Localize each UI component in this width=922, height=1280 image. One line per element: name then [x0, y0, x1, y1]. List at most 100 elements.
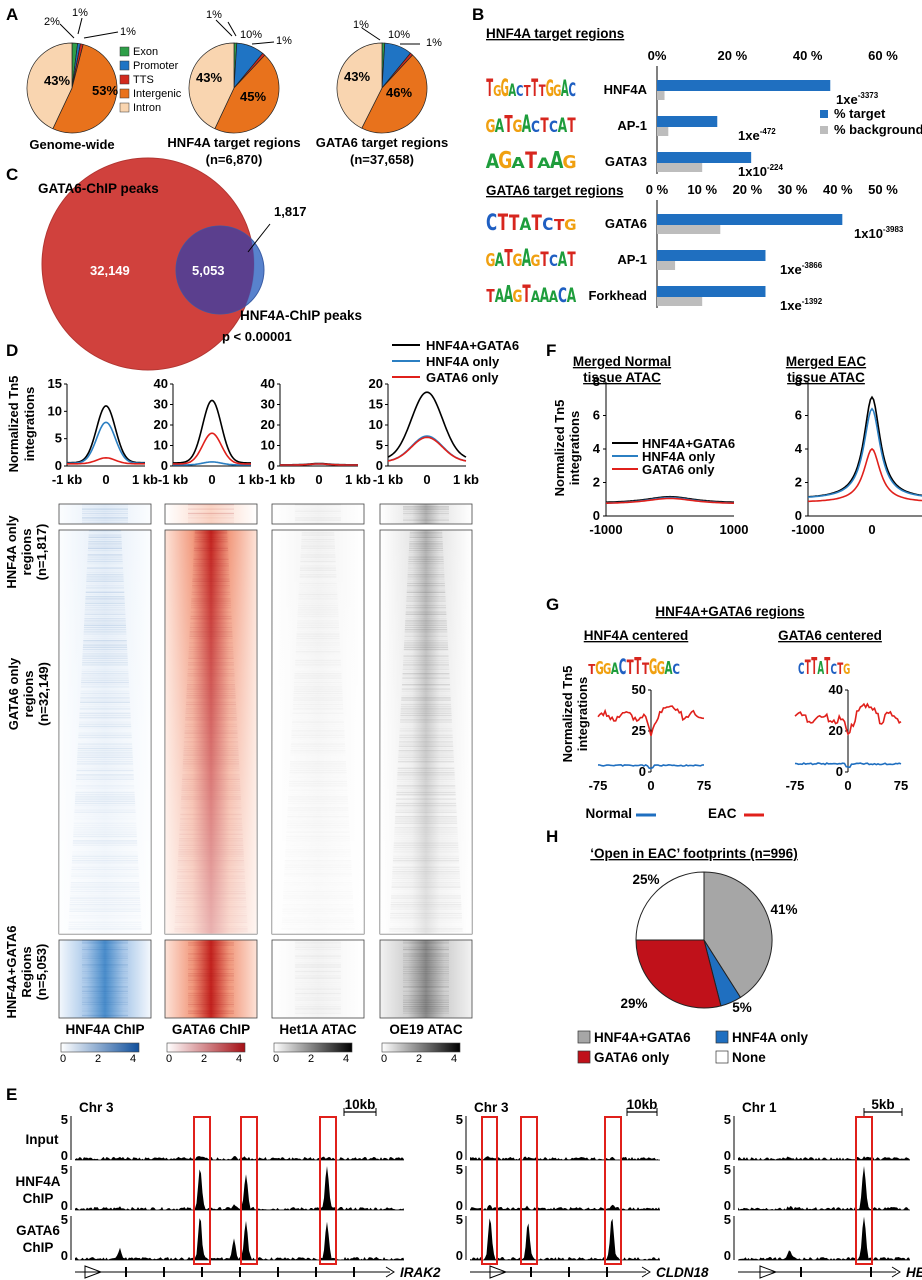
d-heatmap-row: [82, 504, 128, 506]
motif-letter: C: [558, 284, 567, 307]
d-heatmap-row: [403, 981, 449, 984]
e-exon: [125, 1267, 127, 1277]
d-heatmap-row: [188, 1015, 234, 1016]
f-xtick-label: 1000: [720, 522, 749, 537]
d-ytick-label: 15: [48, 376, 62, 391]
d-heatmap-row: [295, 955, 341, 957]
d-heatmap-row: [295, 953, 341, 954]
b-gata6-bar-target: [657, 214, 843, 225]
motif-letter: C: [549, 253, 558, 271]
svg-text:Regions: Regions: [19, 946, 34, 997]
pie0-label-promoter: 1%: [72, 7, 88, 19]
pie1-slice-intron: [188, 42, 235, 130]
motif-letter: A: [486, 151, 500, 173]
e-signal: [75, 1166, 404, 1210]
d-heatmap-row: [82, 988, 128, 989]
motif-letter: C: [672, 662, 680, 678]
d-heatmap-row: [403, 1015, 449, 1016]
motif-letter: G: [493, 83, 501, 101]
d-heatmap-row: [295, 519, 341, 521]
d-xtick-label: 0: [208, 472, 215, 487]
f-xtick-label: -1000: [589, 522, 622, 537]
d-ytick-label: 20: [369, 376, 383, 391]
d-heatmap-fade: [165, 530, 257, 934]
e-tss-arrow: [489, 1265, 508, 1279]
e-highlight-box: [319, 1116, 337, 1265]
d-heatmap-row: [188, 981, 234, 984]
motif-letter: T: [539, 82, 546, 101]
pie2-label-intergenic: 46%: [386, 85, 412, 100]
motif-letter: A: [537, 155, 551, 172]
d-heatmap-row: [82, 962, 128, 963]
b-hnf4a-bar-background: [657, 127, 669, 136]
g-ylabel-2: integrations: [575, 677, 590, 751]
d-heatmap-row: [295, 940, 341, 941]
motif-letter: G: [486, 116, 496, 137]
d-heatmap-block: [379, 503, 473, 525]
d-heatmap-row: [295, 962, 341, 963]
motif-letter: G: [486, 250, 496, 271]
pie-title-genome: Genome-wide: [29, 137, 114, 152]
d-ytick-label: 40: [261, 376, 275, 391]
e-exon: [800, 1267, 802, 1277]
e-scale-label: 5kb: [871, 1097, 894, 1112]
g-xtick-label: -75: [589, 778, 608, 793]
d-heatmap-row: [295, 960, 341, 961]
b-gata6-bar-target: [657, 250, 766, 261]
d-ytick-label: 40: [154, 376, 168, 391]
motif-letter: A: [558, 114, 568, 137]
e-highlight-box: [520, 1116, 538, 1265]
g-xtick-label: 0: [647, 778, 654, 793]
e-highlight-box: [193, 1116, 211, 1265]
d-heatmap-row: [188, 962, 234, 963]
e-label-hnf4a-1: HNF4A: [15, 1174, 60, 1189]
d-heatmap-row: [188, 1006, 234, 1008]
motif-letter: A: [504, 282, 514, 308]
d-heatmap-row: [295, 949, 341, 950]
b-hnf4a-row-name: GATA3: [605, 154, 647, 169]
d-ytick-label: 30: [261, 397, 275, 412]
pie0-label-exon: 2%: [44, 16, 60, 28]
b-gata6-bar-background: [657, 261, 676, 270]
d-heatmap-row: [82, 1008, 128, 1009]
f-ytick-label: 6: [795, 408, 802, 423]
b-gata6-title: GATA6 target regions: [486, 183, 624, 198]
motif-letter: T: [627, 655, 634, 679]
d-heatmap-row: [82, 515, 128, 517]
d-heatmap-row: [295, 995, 341, 996]
d-heatmap-row: [188, 521, 234, 523]
d-heatmap-row: [295, 997, 341, 998]
motif-letter: G: [562, 153, 576, 173]
d-profile-both: [173, 399, 251, 464]
f-profile-hnf4a: [807, 407, 922, 498]
pie0-slice-intron: [26, 42, 73, 130]
d-heatmap-row: [403, 957, 449, 959]
pie-title-hnf4a: HNF4A target regions: [167, 135, 300, 150]
motif-letter: T: [567, 248, 575, 271]
d-ytick-label: 15: [369, 397, 383, 412]
d-heatmap-row: [188, 1012, 234, 1014]
f-ytick-label: 2: [593, 475, 600, 490]
h-slice: [635, 939, 722, 1009]
e-highlight-box: [481, 1116, 498, 1265]
d-colorbar: [166, 1042, 246, 1053]
svg-text:HNF4A+GATA6: HNF4A+GATA6: [4, 925, 19, 1018]
h-slice-label: 5%: [732, 1000, 752, 1015]
d-heatmap-row: [188, 1010, 234, 1012]
pie-n-gata6: (n=37,658): [350, 152, 414, 167]
d-heatmap-row: [188, 512, 234, 515]
e-signal: [738, 1166, 910, 1210]
g-legend-normal: Normal: [585, 806, 632, 821]
d-colorbar-tick: 0: [381, 1053, 387, 1065]
f-ytick-label: 8: [795, 374, 802, 389]
d-ytick-label: 10: [154, 438, 168, 453]
d-heatmap-row: [188, 959, 234, 962]
e-exon: [353, 1267, 355, 1277]
d-heatmap-row: [188, 986, 234, 988]
d-profile-hnf4a: [67, 421, 145, 465]
f-profile-gata6: [808, 447, 922, 503]
